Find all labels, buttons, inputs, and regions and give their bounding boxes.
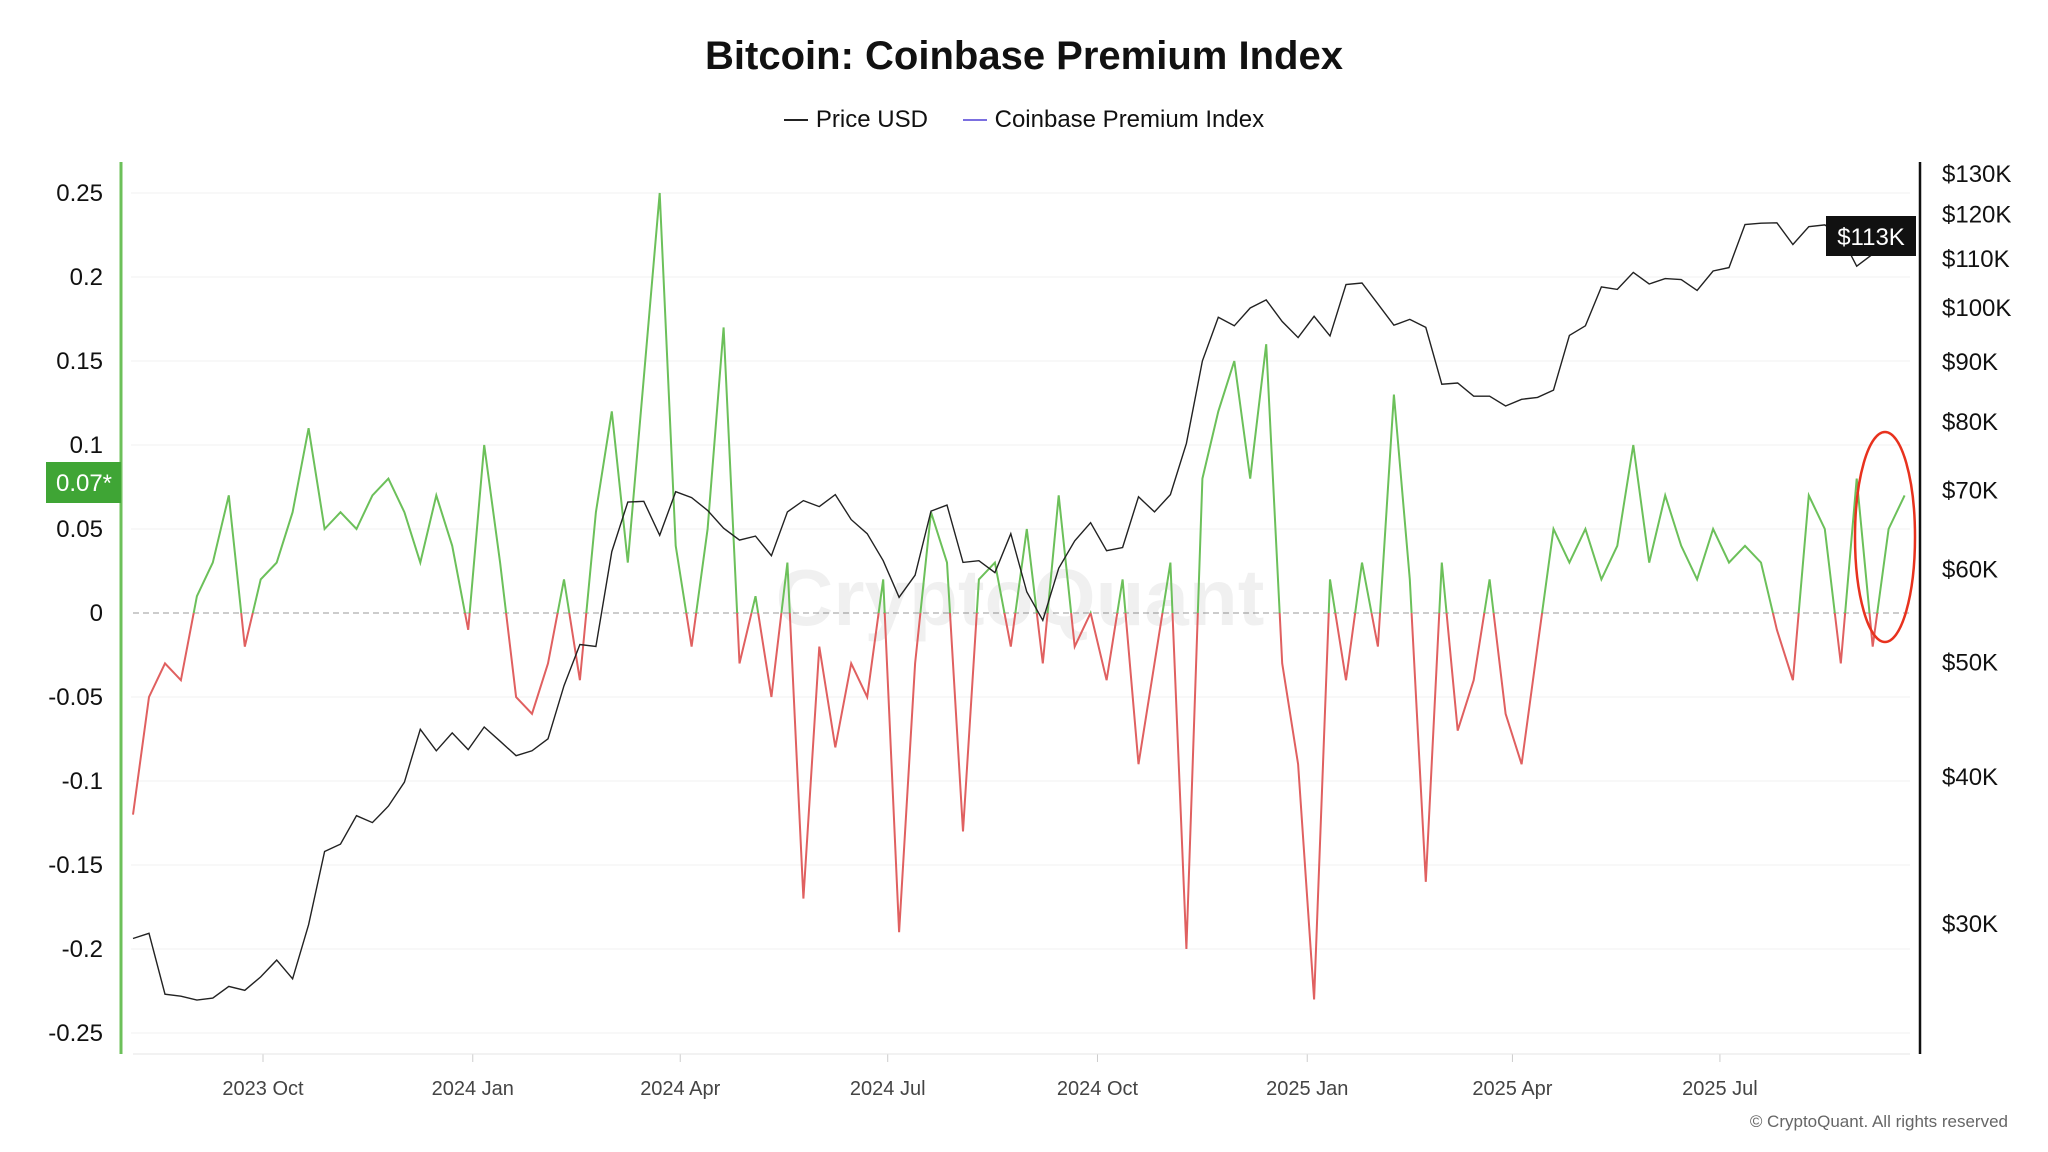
price-line — [132, 222, 1905, 1001]
right-tick-label: $50K — [1942, 650, 1998, 677]
current-premium-badge — [46, 462, 121, 503]
left-tick-label: -0.15 — [48, 852, 103, 879]
left-tick-label: 0.1 — [70, 432, 103, 459]
legend-item-premium[interactable]: Coinbase Premium Index — [962, 106, 1265, 134]
right-tick-label: $40K — [1942, 764, 1998, 791]
right-tick-label: $90K — [1942, 349, 1998, 376]
left-tick-label: 0.15 — [56, 348, 103, 375]
right-tick-label: $80K — [1942, 409, 1998, 436]
copyright: © CryptoQuant. All rights reserved — [1749, 1112, 2008, 1131]
legend-label-premium: Coinbase Premium Index — [994, 106, 1265, 133]
highlight-ellipse — [1853, 430, 1917, 644]
right-tick-label: $130K — [1942, 161, 2011, 188]
left-tick-label: 0 — [90, 600, 103, 627]
x-tick-label: 2025 Apr — [1472, 1078, 1552, 1100]
x-tick-label: 2025 Jan — [1266, 1078, 1348, 1100]
current-price-label: $113K — [1837, 224, 1905, 251]
right-tick-label: $120K — [1942, 202, 2011, 229]
left-tick-label: 0.25 — [56, 180, 103, 207]
current-price-badge — [1826, 216, 1916, 256]
x-tick-label: 2023 Oct — [222, 1078, 304, 1100]
x-tick-label: 2025 Jul — [1682, 1078, 1758, 1100]
left-tick-label: -0.1 — [62, 768, 103, 795]
chart-title: Bitcoin: Coinbase Premium Index — [705, 34, 1343, 78]
right-tick-label: $30K — [1942, 911, 1998, 938]
left-tick-label: -0.2 — [62, 936, 103, 963]
right-tick-label: $100K — [1942, 295, 2011, 322]
legend-label-price: Price USD — [815, 106, 928, 133]
right-tick-label: $60K — [1942, 556, 1998, 583]
legend-swatch-premium — [962, 119, 987, 121]
x-tick-label: 2024 Jul — [850, 1078, 926, 1100]
left-tick-label: -0.05 — [48, 684, 103, 711]
legend-swatch-price — [783, 119, 808, 121]
x-tick-label: 2024 Jan — [432, 1078, 514, 1100]
left-tick-label: 0.2 — [70, 264, 103, 291]
x-tick-label: 2024 Apr — [640, 1078, 720, 1100]
legend-item-price[interactable]: Price USD — [783, 106, 928, 134]
left-tick-label: 0.05 — [56, 516, 103, 543]
right-tick-label: $110K — [1942, 246, 2010, 273]
current-premium-label: 0.07* — [56, 470, 112, 497]
x-tick-label: 2024 Oct — [1057, 1078, 1139, 1100]
right-tick-label: $70K — [1942, 477, 1998, 504]
left-tick-label: -0.25 — [48, 1020, 103, 1047]
premium-line-positive — [192, 192, 1906, 613]
legend: Price USD Coinbase Premium Index — [0, 100, 2048, 134]
